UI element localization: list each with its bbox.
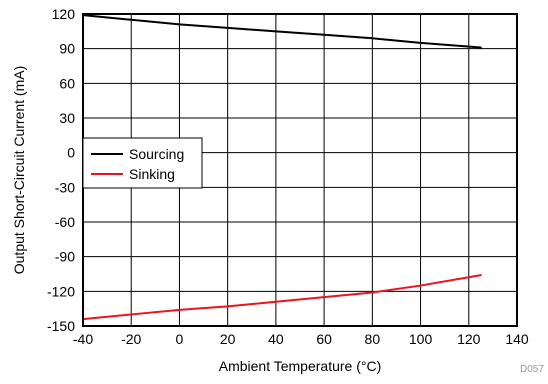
legend: Sourcing Sinking (82, 137, 203, 189)
x-tick-label: 40 (268, 331, 284, 347)
legend-box (82, 137, 203, 189)
legend-label-sourcing: Sourcing (129, 146, 184, 162)
x-tick-label: 20 (220, 331, 236, 347)
y-tick-label: -150 (47, 318, 75, 334)
y-tick-label: 90 (59, 41, 75, 57)
x-tick-label: -40 (73, 331, 93, 347)
y-tick-label: 120 (52, 6, 76, 22)
x-tick-label: 60 (316, 331, 332, 347)
y-tick-label: 60 (59, 75, 75, 91)
tick-labels: -40 -20 0 20 40 60 80 100 120 140 -150 -120 -90 -60 -3… (47, 6, 529, 347)
y-tick-label: 0 (67, 145, 75, 161)
x-tick-label: 80 (365, 331, 381, 347)
y-tick-label: -30 (55, 179, 75, 195)
x-axis-title: Ambient Temperature (°C) (219, 358, 382, 374)
x-tick-label: -20 (121, 331, 141, 347)
figure-id-annotation: D057 (520, 364, 544, 375)
x-tick-label: 140 (505, 331, 529, 347)
y-tick-label: -120 (47, 283, 75, 299)
y-tick-label: 30 (59, 110, 75, 126)
series-group (82, 14, 482, 321)
x-tick-label: 120 (457, 331, 481, 347)
x-tick-label: 100 (409, 331, 433, 347)
y-axis-title: Output Short-Circuit Current (mA) (11, 66, 27, 275)
y-tick-label: -60 (55, 214, 75, 230)
x-tick-label: 0 (176, 331, 184, 347)
y-tick-label: -90 (55, 249, 75, 265)
series-line-sourcing (82, 14, 482, 49)
series-line-sinking (82, 274, 482, 321)
legend-label-sinking: Sinking (129, 166, 175, 182)
